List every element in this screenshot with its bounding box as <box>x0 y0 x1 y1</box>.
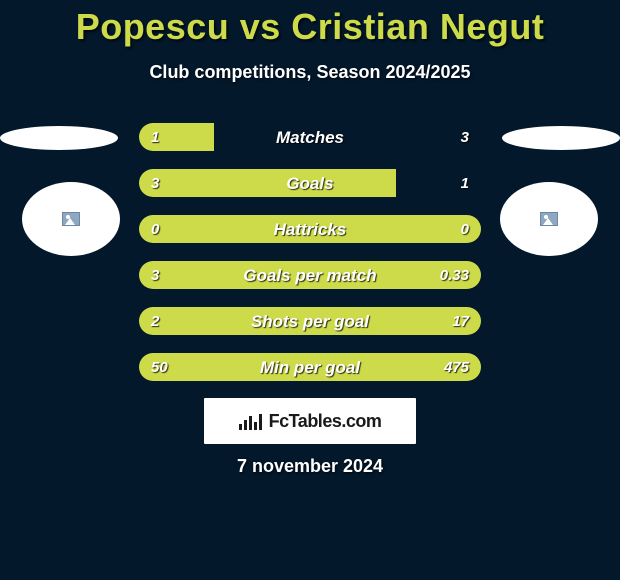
avatar-ellipse-right <box>502 126 620 150</box>
stat-value-left: 3 <box>151 169 159 198</box>
stat-value-right: 1 <box>461 169 469 198</box>
stat-label: Min per goal <box>139 353 481 382</box>
avatar-ellipse-left <box>0 126 118 150</box>
stat-row: Goals3 1 <box>138 168 482 198</box>
stat-value-left: 1 <box>151 123 159 152</box>
brand-text: FcTables.com <box>269 411 382 432</box>
stat-value-left: 50 <box>151 353 168 382</box>
stat-label: Matches <box>139 123 481 152</box>
brand-chart-icon <box>239 412 263 430</box>
comparison-infographic: Popescu vs Cristian Negut Club competiti… <box>0 0 620 580</box>
stat-row: Matches1 3 <box>138 122 482 152</box>
image-placeholder-icon <box>62 212 80 226</box>
date-text: 7 november 2024 <box>0 456 620 477</box>
stat-label: Goals <box>139 169 481 198</box>
stat-label: Hattricks <box>139 215 481 244</box>
stat-row: Hattricks0 0 <box>138 214 482 244</box>
stat-value-left: 0 <box>151 215 159 244</box>
stat-value-right: 3 <box>461 123 469 152</box>
stat-value-left: 3 <box>151 261 159 290</box>
stat-bars: Matches13Goals31Hattricks00Goals per mat… <box>138 122 482 398</box>
stat-row: Goals per match3 0.33 <box>138 260 482 290</box>
image-placeholder-icon <box>540 212 558 226</box>
brand-badge: FcTables.com <box>204 398 416 444</box>
stat-label: Shots per goal <box>139 307 481 336</box>
stat-value-right: 0 <box>461 215 469 244</box>
stat-value-left: 2 <box>151 307 159 336</box>
stat-value-right: 475 <box>444 353 469 382</box>
player-avatar-right <box>500 182 598 256</box>
stat-row: Shots per goal2 17 <box>138 306 482 336</box>
subtitle: Club competitions, Season 2024/2025 <box>0 62 620 83</box>
page-title: Popescu vs Cristian Negut <box>0 0 620 48</box>
player-avatar-left <box>22 182 120 256</box>
stat-value-right: 17 <box>452 307 469 336</box>
stat-row: Min per goal50 475 <box>138 352 482 382</box>
stat-value-right: 0.33 <box>440 261 469 290</box>
stat-label: Goals per match <box>139 261 481 290</box>
